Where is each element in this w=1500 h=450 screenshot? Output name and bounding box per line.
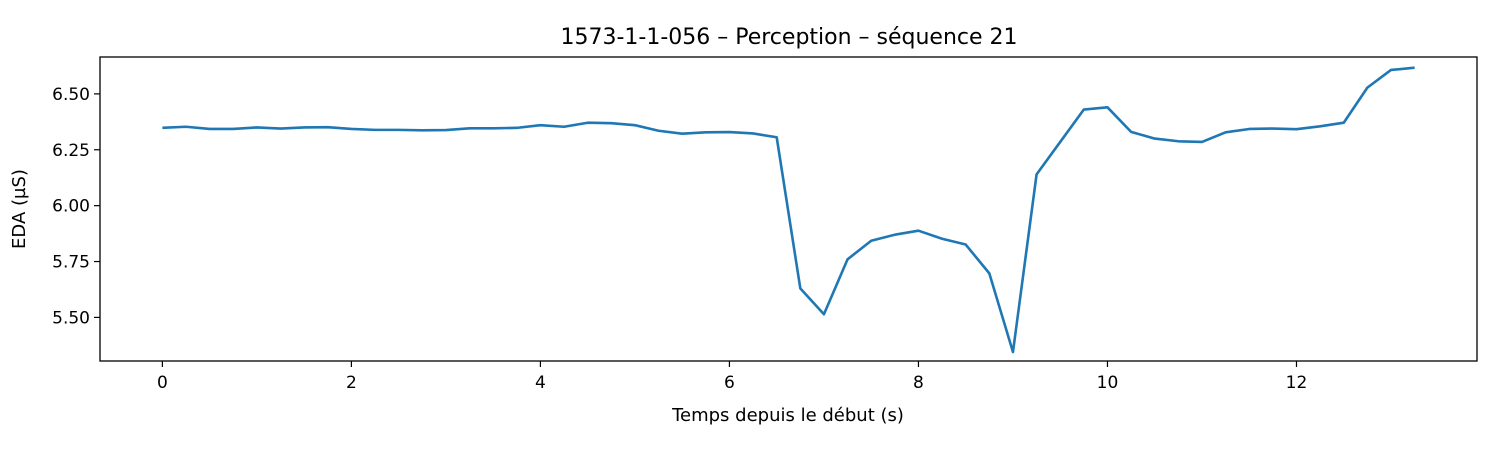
x-axis-label: Temps depuis le début (s) (671, 405, 904, 426)
x-tick-label: 6 (724, 373, 735, 393)
y-axis-label: EDA (µS) (9, 169, 30, 249)
x-tick-label: 8 (913, 373, 924, 393)
x-tick-label: 12 (1286, 373, 1308, 393)
y-tick-label: 5.75 (52, 253, 90, 273)
x-tick-label: 10 (1097, 373, 1119, 393)
x-axis: 0 2 4 6 8 10 12 (157, 361, 1307, 393)
y-tick-label: 6.25 (52, 141, 90, 161)
x-tick-label: 0 (157, 373, 168, 393)
chart-title: 1573-1-1-056 – Perception – séquence 21 (560, 25, 1017, 50)
y-axis: 5.50 5.75 6.00 6.25 6.50 (52, 85, 100, 328)
eda-series-line (162, 66, 1415, 354)
series-layer (162, 66, 1415, 354)
y-tick-label: 6.00 (52, 197, 90, 217)
y-tick-label: 5.50 (52, 308, 90, 328)
plot-frame (99, 56, 1478, 362)
y-tick-label: 6.50 (52, 85, 90, 105)
x-tick-label: 4 (535, 373, 546, 393)
x-tick-label: 2 (346, 373, 357, 393)
